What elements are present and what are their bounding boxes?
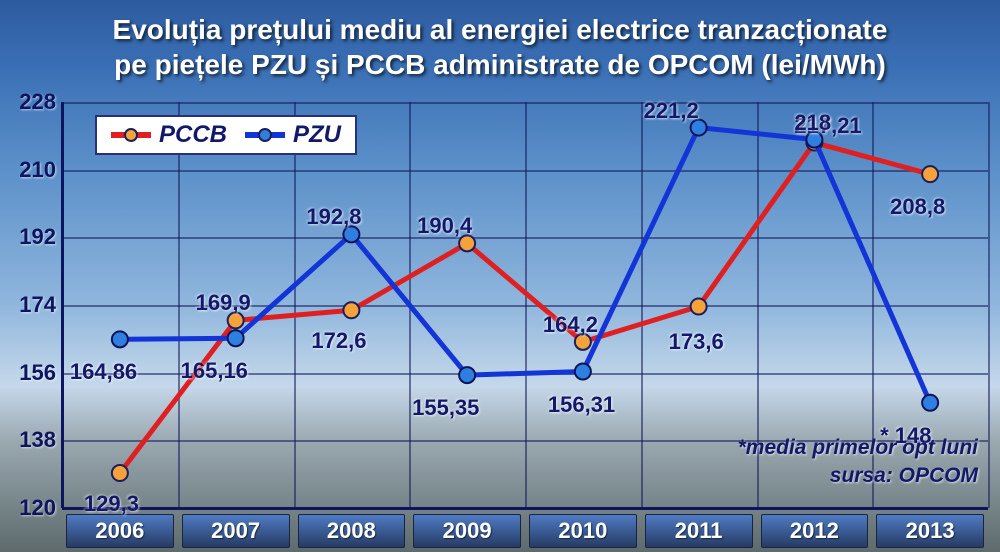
x-axis-label: 2009 [413,514,521,548]
legend: PCCB PZU [95,115,357,155]
series-marker [112,465,128,481]
x-axis-label: 2007 [182,514,290,548]
series-marker [228,330,244,346]
y-axis-label: 138 [8,427,56,453]
data-label: 218 [794,110,831,136]
y-axis-label: 156 [8,360,56,386]
data-label: 164,86 [70,359,137,385]
chart-title: Evoluția prețului mediu al energiei elec… [0,12,1000,82]
data-label: 165,16 [181,358,248,384]
x-axis-label: 2006 [66,514,174,548]
series-marker [575,364,591,380]
x-axis-label: 2011 [645,514,753,548]
y-axis-label: 192 [8,224,56,250]
x-axis-label: 2010 [529,514,637,548]
gridline-vertical [988,102,990,508]
legend-marker-icon [124,128,138,142]
y-axis-label: 120 [8,495,56,521]
legend-item: PCCB [111,121,227,149]
series-marker [691,299,707,315]
y-axis-label: 228 [8,89,56,115]
data-label: 164,2 [543,312,598,338]
legend-label: PZU [293,121,341,149]
data-label: 156,31 [548,392,615,418]
data-label: 190,4 [417,213,472,239]
series-marker [343,302,359,318]
title-line-2: pe piețele PZU și PCCB administrate de O… [114,49,886,80]
x-axis-label: 2013 [876,514,984,548]
series-marker [922,166,938,182]
data-label: 221,2 [644,98,699,124]
y-axis-label: 210 [8,157,56,183]
legend-item: PZU [245,121,341,149]
data-label: 173,6 [669,329,724,355]
series-marker [922,395,938,411]
legend-swatch [245,132,285,138]
title-line-1: Evoluția prețului mediu al energiei elec… [113,14,888,45]
y-axis-label: 174 [8,292,56,318]
series-marker [112,331,128,347]
data-label: 208,8 [890,194,945,220]
x-axis-label: 2008 [298,514,406,548]
footnote-sursa: sursa: OPCOM [698,464,978,488]
legend-marker-icon [258,128,272,142]
series-marker [459,367,475,383]
data-label: 129,3 [84,491,139,517]
chart-container: Evoluția prețului mediu al energiei elec… [0,0,1000,552]
x-axis-label: 2012 [761,514,869,548]
data-label: 192,8 [306,204,361,230]
data-label: 172,6 [311,328,366,354]
footnote-media: *media primelor opt luni [698,436,978,460]
data-label: 169,9 [196,290,251,316]
data-label: 155,35 [412,395,479,421]
legend-label: PCCB [159,121,227,149]
legend-swatch [111,132,151,138]
